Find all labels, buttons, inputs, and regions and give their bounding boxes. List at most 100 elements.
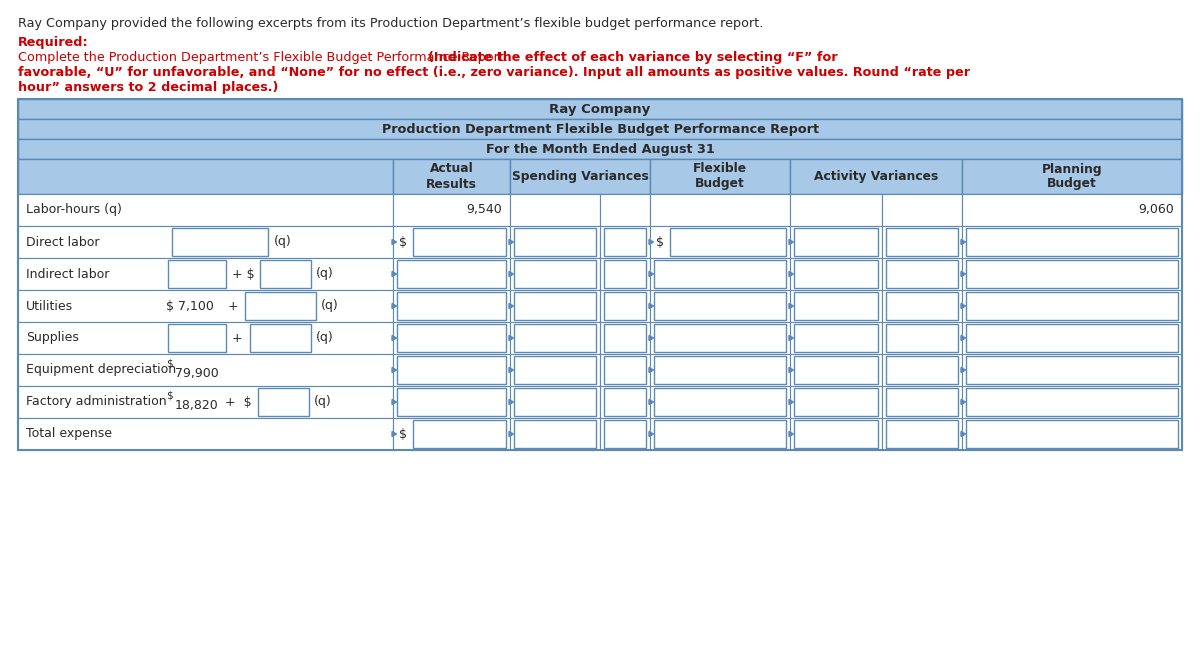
Polygon shape (961, 271, 966, 277)
Bar (600, 322, 650, 354)
Text: 1,840: 1,840 (538, 267, 572, 281)
Text: +: + (232, 332, 242, 345)
Text: Spending Variances: Spending Variances (511, 170, 648, 183)
Bar (966, 388, 1178, 416)
Bar (882, 290, 962, 322)
Bar (510, 418, 600, 450)
Bar (514, 228, 596, 256)
Bar (604, 260, 646, 288)
Bar (510, 290, 600, 322)
Text: 1.50: 1.50 (270, 396, 298, 409)
Polygon shape (790, 336, 793, 341)
Polygon shape (509, 271, 514, 277)
Polygon shape (649, 303, 654, 309)
Bar (794, 292, 878, 320)
Bar (886, 324, 958, 352)
Text: For the Month Ended August 31: For the Month Ended August 31 (486, 143, 714, 156)
Bar (394, 418, 510, 450)
Bar (18, 386, 394, 418)
Text: Required:: Required: (18, 36, 89, 49)
Bar (650, 418, 790, 450)
Bar (790, 354, 882, 386)
Bar (886, 292, 958, 320)
Bar (962, 258, 1182, 290)
Polygon shape (649, 432, 654, 436)
Polygon shape (790, 239, 793, 245)
Bar (794, 260, 878, 288)
Bar (886, 356, 958, 384)
Text: Utilities: Utilities (26, 300, 73, 313)
Bar (18, 99, 1182, 450)
Text: (q): (q) (316, 267, 334, 281)
Bar (966, 420, 1178, 448)
Bar (650, 194, 790, 226)
Bar (966, 292, 1178, 320)
Bar (604, 228, 646, 256)
Text: Complete the Production Department’s Flexible Budget Performance Report.: Complete the Production Department’s Fle… (18, 51, 512, 64)
Bar (394, 354, 510, 386)
Polygon shape (961, 400, 966, 405)
Bar (18, 119, 1182, 139)
Text: (q): (q) (322, 300, 338, 313)
Bar (790, 258, 882, 290)
Bar (172, 228, 268, 256)
Bar (650, 386, 790, 418)
Text: favorable, “U” for unfavorable, and “None” for no effect (i.e., zero variance). : favorable, “U” for unfavorable, and “Non… (18, 66, 970, 79)
Polygon shape (961, 303, 966, 309)
Polygon shape (649, 400, 654, 405)
Bar (600, 194, 650, 226)
Text: 4,504: 4,504 (702, 332, 738, 345)
Bar (794, 356, 878, 384)
Text: 1,510: 1,510 (538, 300, 572, 313)
Polygon shape (790, 432, 793, 436)
Text: Production Department Flexible Budget Performance Report: Production Department Flexible Budget Pe… (382, 122, 818, 135)
Text: 4,360: 4,360 (1054, 332, 1090, 345)
Text: $: $ (166, 391, 173, 401)
Bar (966, 324, 1178, 352)
Text: Planning
Budget: Planning Budget (1042, 162, 1103, 190)
Bar (394, 159, 510, 194)
Text: Activity Variances: Activity Variances (814, 170, 938, 183)
Bar (882, 386, 962, 418)
Text: hour” answers to 2 decimal places.): hour” answers to 2 decimal places.) (18, 81, 278, 94)
Polygon shape (392, 368, 396, 373)
Text: (q): (q) (314, 396, 331, 409)
Text: $: $ (166, 359, 173, 369)
Bar (882, 322, 962, 354)
Bar (790, 159, 962, 194)
Bar (600, 290, 650, 322)
Bar (397, 292, 506, 320)
Bar (168, 260, 226, 288)
Bar (650, 322, 790, 354)
Bar (245, 292, 316, 320)
Text: Labor-hours (q): Labor-hours (q) (26, 203, 122, 216)
Text: None: None (608, 364, 641, 377)
Polygon shape (790, 303, 793, 309)
Bar (258, 388, 310, 416)
Bar (886, 420, 958, 448)
Bar (604, 356, 646, 384)
Text: (q): (q) (274, 235, 292, 249)
Text: None: None (906, 364, 938, 377)
Bar (962, 354, 1182, 386)
Polygon shape (509, 336, 514, 341)
Text: F: F (622, 267, 629, 281)
Text: 1.50: 1.50 (271, 267, 300, 281)
Bar (600, 354, 650, 386)
Bar (394, 194, 510, 226)
Polygon shape (392, 239, 396, 245)
Bar (18, 322, 394, 354)
Text: Actual
Results: Actual Results (426, 162, 476, 190)
Text: 5,024: 5,024 (433, 332, 469, 345)
Bar (394, 322, 510, 354)
Polygon shape (790, 368, 793, 373)
Bar (394, 226, 510, 258)
Text: (Indicate the effect of each variance by selecting “F” for: (Indicate the effect of each variance by… (428, 51, 838, 64)
Text: $: $ (398, 428, 407, 441)
Bar (18, 99, 1182, 119)
Bar (790, 322, 882, 354)
Bar (514, 324, 596, 352)
Polygon shape (509, 432, 514, 436)
Polygon shape (790, 271, 793, 277)
Bar (18, 258, 394, 290)
